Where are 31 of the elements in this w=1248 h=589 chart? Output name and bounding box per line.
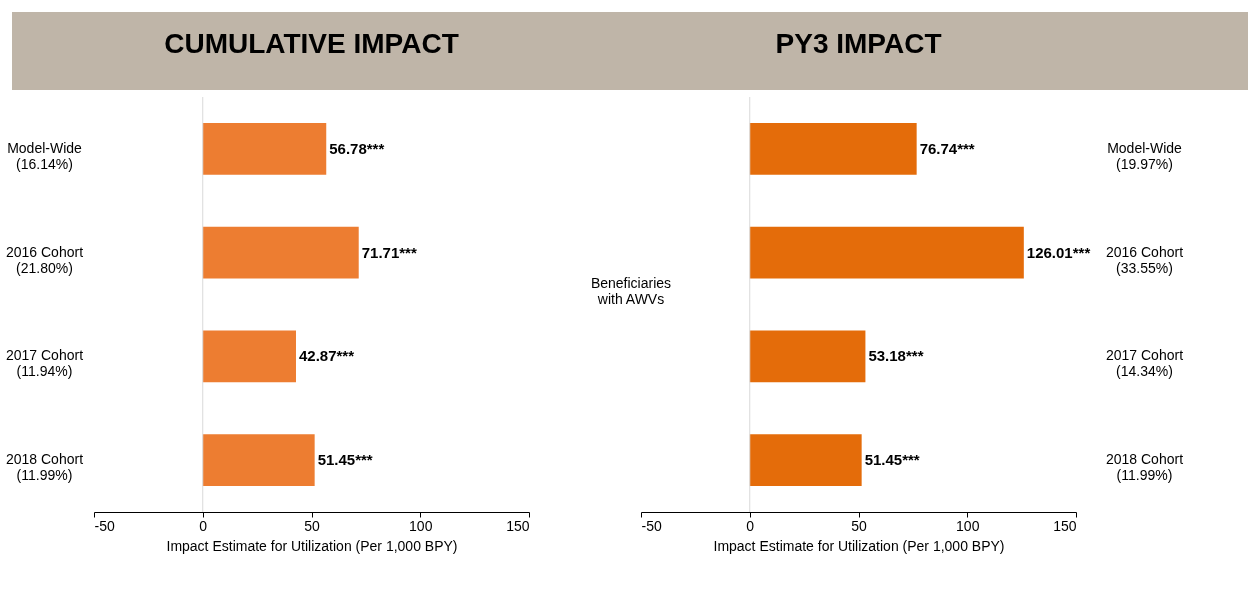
data-label: 71.71*** [361, 243, 417, 261]
y-tick-label: 2017 Cohort (14.34%) [1105, 347, 1184, 380]
y-tick-label: Model-Wide (19.97%) [1107, 139, 1183, 172]
x-axis-title: Impact Estimate for Utilization (Per 1,000 BPY) [166, 537, 458, 554]
y-tick-label: 2017 Cohort (11.94%) [5, 347, 84, 380]
y-tick-label: 2018 Cohort (11.99%) [1105, 451, 1184, 484]
data-label: 51.45*** [317, 451, 373, 469]
y-tick-label: 2016 Cohort (21.80%) [5, 243, 84, 276]
data-label: 53.18*** [868, 347, 924, 365]
x-tick-label: 150 [506, 517, 530, 534]
x-tick-label: 0 [199, 517, 208, 534]
data-label: 51.45*** [864, 451, 920, 469]
x-tick-label: 150 [1053, 517, 1077, 534]
x-tick-label: -50 [641, 517, 662, 534]
y-tick-label: 2016 Cohort (33.55%) [1105, 243, 1184, 276]
x-tick-label: 50 [304, 517, 320, 534]
data-label: 42.87*** [298, 347, 355, 365]
x-tick-label: -50 [94, 517, 115, 534]
data-label: 76.74*** [919, 139, 975, 157]
annotation: Beneficiaries with AWVs [590, 274, 672, 307]
x-tick-label: 0 [746, 517, 755, 534]
x-tick-label: 100 [956, 517, 980, 534]
y-tick-label: Model-Wide (16.14%) [7, 139, 83, 172]
data-label: 126.01*** [1026, 243, 1091, 261]
data-label: 56.78*** [329, 139, 385, 157]
chart-title: CUMULATIVE IMPACT [164, 27, 459, 59]
chart-title: PY3 IMPACT [775, 27, 942, 59]
x-tick-label: 100 [409, 517, 433, 534]
y-tick-label: 2018 Cohort (11.99%) [5, 451, 84, 484]
x-axis-title: Impact Estimate for Utilization (Per 1,000 BPY) [713, 537, 1005, 554]
x-tick-label: 50 [851, 517, 867, 534]
